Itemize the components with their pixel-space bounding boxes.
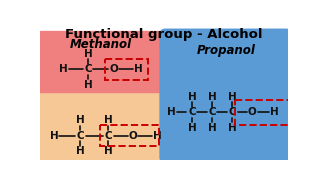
Text: O: O: [109, 64, 118, 74]
Text: H: H: [228, 123, 236, 133]
Bar: [105, 58, 148, 80]
Text: C: C: [76, 130, 84, 141]
Text: H: H: [104, 146, 113, 156]
Text: H: H: [167, 107, 176, 118]
Text: H: H: [134, 64, 143, 74]
Bar: [235, 100, 290, 125]
Text: H: H: [76, 146, 85, 156]
Text: Functional group - Alcohol: Functional group - Alcohol: [65, 28, 263, 41]
Text: H: H: [153, 130, 162, 141]
Text: H: H: [84, 49, 92, 59]
FancyBboxPatch shape: [159, 28, 292, 163]
Text: Methanol: Methanol: [69, 38, 132, 51]
Text: H: H: [208, 123, 216, 133]
Text: C: C: [104, 130, 112, 141]
Text: H: H: [84, 80, 92, 90]
Text: C: C: [188, 107, 196, 118]
Text: C: C: [228, 107, 236, 118]
Bar: [100, 125, 159, 146]
FancyBboxPatch shape: [38, 93, 163, 161]
Text: H: H: [104, 115, 113, 125]
Text: O: O: [129, 130, 137, 141]
Text: C: C: [208, 107, 216, 118]
Text: H: H: [270, 107, 278, 118]
Text: O: O: [248, 107, 257, 118]
Text: H: H: [76, 115, 85, 125]
Text: C: C: [84, 64, 92, 74]
Text: H: H: [188, 92, 196, 102]
Text: H: H: [228, 92, 236, 102]
Text: H: H: [59, 64, 68, 74]
FancyBboxPatch shape: [38, 31, 163, 99]
Text: H: H: [208, 92, 216, 102]
Text: H: H: [50, 130, 58, 141]
Text: Propanol: Propanol: [196, 44, 255, 57]
Text: H: H: [188, 123, 196, 133]
